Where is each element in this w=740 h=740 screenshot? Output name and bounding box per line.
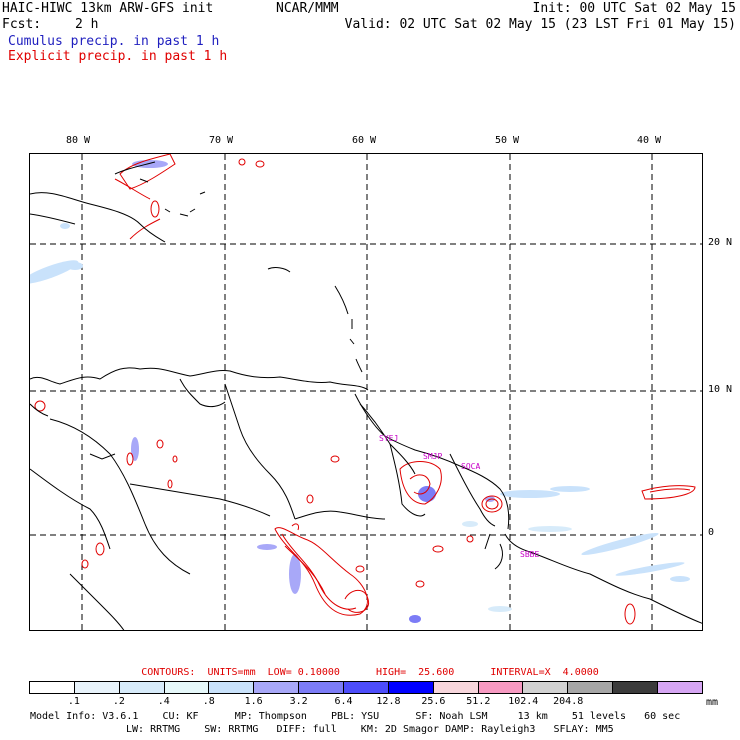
lat-label-10n: 10 N [708, 384, 733, 395]
station-label: SBBE [520, 550, 540, 559]
contour-info: CONTOURS: UNITS=mm LOW= 0.10000 HIGH= 25… [141, 667, 599, 678]
color-bar-swatch [568, 682, 614, 693]
model-info-line1: Model Info: V3.6.1 CU: KF MP: Thompson P… [30, 711, 681, 722]
station-label: SOCA [461, 462, 481, 471]
cumulus-legend: Cumulus precip. in past 1 h [8, 34, 220, 49]
color-bar [29, 681, 703, 694]
color-bar-tick: 204.8 [553, 696, 584, 707]
lon-label-40w: 40 W [637, 135, 662, 146]
color-bar-swatch [254, 682, 300, 693]
explicit-legend: Explicit precip. in past 1 h [8, 49, 228, 64]
color-bar-tick: .2 [112, 696, 125, 707]
color-bar-tick: 3.2 [289, 696, 308, 707]
lon-label-50w: 50 W [495, 135, 520, 146]
plot-title: HAIC-HIWC 13km ARW-GFS init [2, 1, 214, 16]
color-bar-swatch [478, 682, 524, 693]
color-bar-swatch [344, 682, 389, 693]
color-bar-tick: .4 [157, 696, 170, 707]
precip-map[interactable]: SYEJ SMJP SOCA SBBE [29, 153, 703, 631]
map-canvas [30, 154, 702, 630]
model-info-line2: LW: RRTMG SW: RRTMG DIFF: full KM: 2D Sm… [126, 724, 614, 735]
color-bar-swatch [299, 682, 345, 693]
color-bar-tick: 25.6 [421, 696, 446, 707]
color-bar-swatch [613, 682, 659, 693]
color-bar-swatch [209, 682, 255, 693]
color-bar-swatch [30, 682, 75, 693]
lat-label-equator: 0 [708, 527, 715, 538]
explicit-precip-contours [34, 154, 696, 625]
color-bar-swatch [74, 682, 120, 693]
station-label: SYEJ [379, 434, 399, 443]
valid-time: Valid: 02 UTC Sat 02 May 15 (23 LST Fri … [344, 17, 736, 32]
color-bar-swatch [433, 682, 479, 693]
lat-lon-grid [30, 154, 702, 630]
color-bar-tick: 1.6 [244, 696, 263, 707]
color-bar-units: mm [706, 697, 719, 708]
lon-label-70w: 70 W [209, 135, 234, 146]
color-bar-tick: .1 [67, 696, 80, 707]
lon-label-60w: 60 W [352, 135, 377, 146]
lon-label-80w: 80 W [66, 135, 91, 146]
cumulus-precip-shading [30, 160, 690, 623]
forecast-label: Fcst: [2, 17, 42, 32]
init-time: Init: 00 UTC Sat 02 May 15 [532, 1, 737, 16]
color-bar-tick: 102.4 [508, 696, 539, 707]
color-bar-swatch [658, 682, 702, 693]
color-bar-swatch [164, 682, 210, 693]
color-bar-swatch [388, 682, 434, 693]
color-bar-tick: 51.2 [466, 696, 491, 707]
color-bar-tick: 12.8 [376, 696, 401, 707]
coastlines [30, 161, 702, 630]
forecast-hour: 2 h [75, 17, 99, 32]
organization: NCAR/MMM [276, 1, 339, 16]
lat-label-20n: 20 N [708, 237, 733, 248]
station-label: SMJP [423, 452, 443, 461]
color-bar-swatch [119, 682, 165, 693]
color-bar-swatch [523, 682, 569, 693]
color-bar-tick: .8 [202, 696, 215, 707]
color-bar-tick: 6.4 [334, 696, 353, 707]
